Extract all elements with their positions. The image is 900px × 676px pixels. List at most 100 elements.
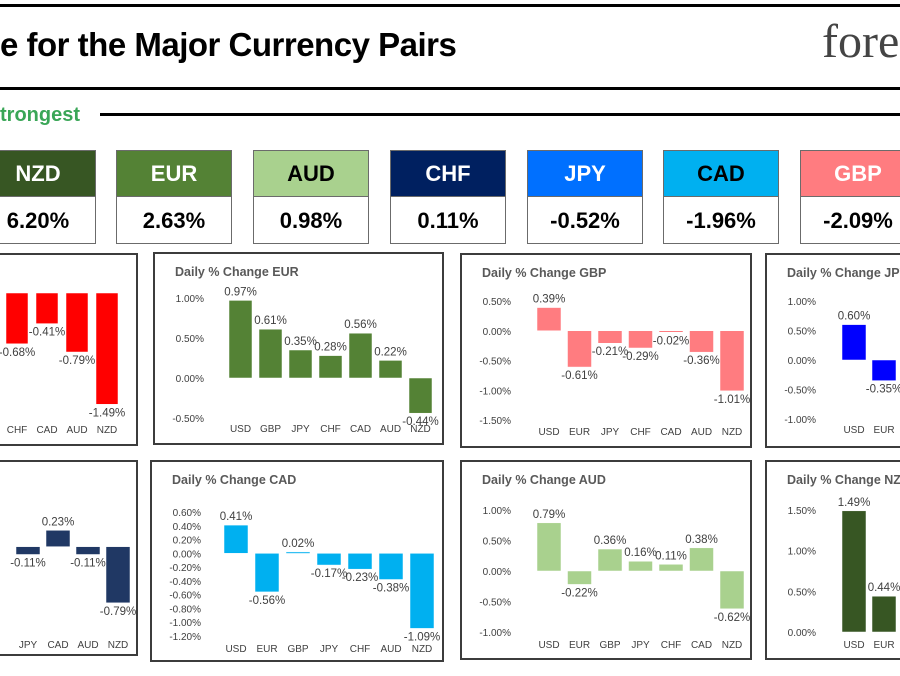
y-tick-label: 0.50% bbox=[176, 334, 204, 345]
data-label: 0.97% bbox=[224, 286, 257, 298]
data-label: 0.41% bbox=[220, 511, 253, 523]
bar bbox=[378, 360, 403, 379]
y-tick-label: -0.50% bbox=[479, 598, 511, 609]
x-tick-label: NZD bbox=[722, 427, 743, 438]
x-tick-label: JPY bbox=[320, 644, 339, 655]
y-tick-label: -1.20% bbox=[169, 632, 201, 643]
x-tick-label: USD bbox=[230, 424, 251, 435]
x-tick-label: AUD bbox=[380, 644, 401, 655]
tile-chf: CHF 0.11% bbox=[390, 150, 506, 244]
y-tick-label: -1.00% bbox=[784, 415, 816, 426]
data-label: 0.23% bbox=[42, 516, 75, 528]
x-tick-label: USD bbox=[225, 644, 246, 655]
bar bbox=[871, 595, 897, 633]
bar bbox=[75, 546, 101, 555]
data-label: -0.62% bbox=[714, 612, 750, 624]
bar bbox=[95, 292, 119, 405]
chart-svg: Daily % Change CAD 0.60% 0.40% 0.20% 0.00% -0… bbox=[169, 473, 440, 655]
bar bbox=[597, 330, 623, 344]
y-tick-label: -0.80% bbox=[169, 604, 201, 615]
tile-code: EUR bbox=[117, 151, 231, 197]
tile-code: JPY bbox=[528, 151, 642, 197]
tile-nzd: NZD 6.20% bbox=[0, 150, 96, 244]
bar bbox=[285, 551, 311, 554]
data-label: -0.21% bbox=[592, 346, 628, 358]
data-label: -0.61% bbox=[561, 370, 597, 382]
chart-panel-usd-partial: -0.11% JPY 0.23% CAD -0.11% AUD -0.79% NZD bbox=[0, 460, 138, 656]
data-label: -0.35% bbox=[866, 384, 900, 396]
bar bbox=[65, 292, 89, 353]
y-tick-label: 0.60% bbox=[173, 508, 201, 519]
y-tick-label: 0.50% bbox=[788, 327, 816, 338]
bar bbox=[536, 522, 562, 572]
tile-code: AUD bbox=[254, 151, 368, 197]
x-tick-label: EUR bbox=[256, 644, 277, 655]
x-tick-label: GBP bbox=[287, 644, 308, 655]
x-tick-label: CHF bbox=[320, 424, 341, 435]
ranking-label: trongest bbox=[0, 104, 80, 126]
chart-title: Daily % Change AUD bbox=[482, 473, 606, 487]
y-tick-label: -1.00% bbox=[479, 386, 511, 397]
chart-title: Daily % Change JPY bbox=[787, 266, 900, 280]
chart-svg: Daily % Change JPY 1.00% 0.50% 0.00% -0.50% -… bbox=[784, 266, 900, 436]
bar bbox=[567, 570, 592, 585]
bar bbox=[348, 332, 373, 379]
chart-panel-cad: Daily % Change CAD 0.60% 0.40% 0.20% 0.00% -0… bbox=[150, 460, 444, 662]
y-tick-label: -1.00% bbox=[479, 628, 511, 639]
data-label: 0.38% bbox=[685, 534, 718, 546]
chart-svg: Daily % Change AUD 1.00% 0.50% 0.00% -0.50% -… bbox=[479, 473, 750, 651]
bar bbox=[378, 553, 404, 580]
x-tick-label: USD bbox=[843, 640, 864, 651]
chart-panel-gbp: Daily % Change GBP 0.50% 0.00% -0.50% -1.00%… bbox=[460, 253, 752, 448]
bar bbox=[628, 560, 653, 572]
x-tick-label: EUR bbox=[569, 640, 590, 651]
y-tick-label: 0.20% bbox=[173, 536, 201, 547]
ranking-rule bbox=[100, 113, 900, 116]
x-tick-label: CHF bbox=[350, 644, 371, 655]
bar bbox=[228, 300, 253, 379]
data-label: -0.29% bbox=[622, 351, 658, 363]
x-tick-label: CAD bbox=[36, 425, 57, 436]
data-label: 0.35% bbox=[284, 336, 317, 348]
data-label: 0.02% bbox=[282, 538, 315, 550]
bar bbox=[871, 359, 897, 381]
y-tick-label: 0.00% bbox=[176, 374, 204, 385]
x-tick-label: CAD bbox=[660, 427, 681, 438]
bar bbox=[15, 546, 41, 555]
chart-title: Daily % Change GBP bbox=[482, 266, 606, 280]
data-label: -0.56% bbox=[249, 595, 285, 607]
x-tick-label: EUR bbox=[569, 427, 590, 438]
y-tick-label: 0.00% bbox=[173, 549, 201, 560]
data-label: -0.17% bbox=[311, 568, 347, 580]
bar bbox=[45, 530, 71, 547]
x-tick-label: NZD bbox=[412, 644, 433, 655]
x-tick-label: JPY bbox=[19, 640, 38, 651]
data-label: 0.60% bbox=[838, 311, 871, 323]
bar bbox=[254, 553, 280, 593]
chart-panel-aud: Daily % Change AUD 1.00% 0.50% 0.00% -0.50% -… bbox=[460, 460, 752, 660]
chart-svg: -0.68% CHF -0.41% CAD -0.79% AUD-1.49% NZD bbox=[0, 292, 125, 436]
x-tick-label: AUD bbox=[691, 427, 712, 438]
chart-panel-jpy: Daily % Change JPY 1.00% 0.50% 0.00% -0.50% -… bbox=[765, 253, 900, 448]
y-tick-label: 0.00% bbox=[483, 327, 511, 338]
tile-cad: CAD -1.96% bbox=[663, 150, 779, 244]
bar bbox=[719, 330, 745, 392]
y-tick-label: 0.40% bbox=[173, 522, 201, 533]
y-tick-label: -0.50% bbox=[172, 414, 204, 425]
y-tick-label: -0.40% bbox=[169, 577, 201, 588]
chart-title: Daily % Change CAD bbox=[172, 473, 296, 487]
tile-percent: 6.20% bbox=[6, 208, 70, 233]
data-label: -1.49% bbox=[89, 407, 125, 419]
y-tick-label: 0.50% bbox=[788, 587, 816, 598]
data-label: 0.22% bbox=[374, 346, 407, 358]
y-tick-label: -1.00% bbox=[169, 618, 201, 629]
y-tick-label: 1.00% bbox=[788, 547, 816, 558]
tile-percent: 0.11% bbox=[417, 208, 479, 233]
x-tick-label: CAD bbox=[350, 424, 371, 435]
x-tick-label: EUR bbox=[873, 640, 894, 651]
data-label: 0.36% bbox=[594, 535, 627, 547]
bar bbox=[347, 553, 373, 570]
data-label: 0.11% bbox=[655, 550, 687, 562]
bar bbox=[841, 510, 867, 633]
bar bbox=[409, 553, 435, 629]
